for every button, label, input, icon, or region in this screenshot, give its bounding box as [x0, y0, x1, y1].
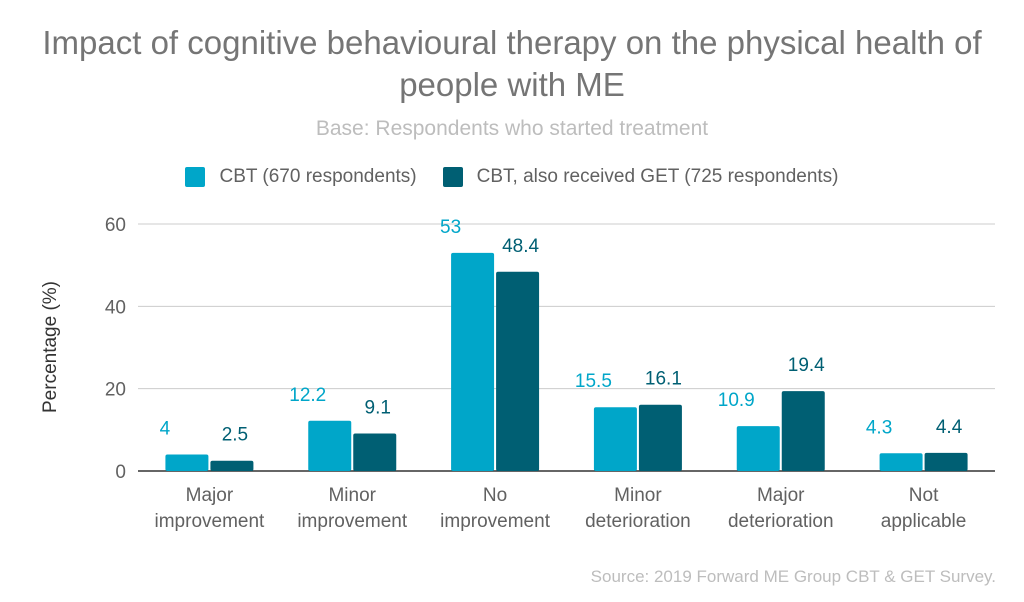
y-axis-label: Percentage (%) [40, 281, 61, 413]
data-label: 9.1 [365, 398, 391, 419]
bar [308, 420, 352, 471]
bar [638, 404, 682, 471]
chart-title: Impact of cognitive behavioural therapy … [42, 24, 982, 103]
x-tick-label: deterioration [728, 511, 834, 532]
data-label: 4.3 [866, 417, 892, 438]
x-tick-label: improvement [440, 511, 551, 532]
legend-swatch [185, 167, 206, 187]
bar [924, 452, 968, 471]
data-label: 15.5 [575, 371, 612, 392]
y-tick-label: 20 [105, 380, 126, 401]
y-tick-label: 40 [105, 297, 126, 318]
y-tick-label: 0 [115, 462, 126, 483]
legend: CBT (670 respondents) CBT, also received… [0, 166, 1024, 188]
x-tick-label: Not [909, 485, 939, 506]
data-label: 10.9 [718, 390, 755, 411]
data-label: 2.5 [222, 425, 248, 446]
bar [736, 426, 780, 471]
x-tick-label: No [483, 485, 507, 506]
data-label: 4 [160, 419, 171, 440]
x-tick-label: applicable [881, 511, 967, 532]
x-tick-label: Minor [614, 485, 662, 506]
data-label: 48.4 [502, 236, 539, 257]
bar [496, 271, 540, 471]
x-tick-label: deterioration [585, 511, 691, 532]
bar [210, 460, 254, 471]
legend-label: CBT (670 respondents) [219, 166, 417, 187]
data-label: 53 [440, 217, 461, 238]
x-tick-label: Major [757, 485, 805, 506]
legend-item: CBT, also received GET (725 respondents) [442, 166, 839, 188]
legend-label: CBT, also received GET (725 respondents) [476, 166, 839, 187]
x-tick-label: Major [186, 485, 234, 506]
y-tick-label: 60 [105, 215, 126, 236]
bar [781, 391, 825, 471]
chart-subtitle: Base: Respondents who started treatment [315, 117, 709, 140]
data-label: 12.2 [289, 385, 326, 406]
source-note: Source: 2019 Forward ME Group CBT & GET … [590, 567, 996, 586]
data-label: 16.1 [645, 369, 682, 390]
legend-item: CBT (670 respondents) [185, 166, 417, 188]
bar [593, 407, 637, 471]
bar [353, 433, 397, 471]
data-label: 4.4 [936, 417, 963, 438]
data-label: 19.4 [788, 355, 825, 376]
x-tick-label: Minor [328, 485, 376, 506]
bar [165, 454, 209, 471]
x-tick-label: improvement [297, 511, 408, 532]
x-tick-label: improvement [155, 511, 266, 532]
bar [879, 453, 923, 471]
bar [451, 252, 495, 471]
legend-swatch [442, 167, 463, 187]
